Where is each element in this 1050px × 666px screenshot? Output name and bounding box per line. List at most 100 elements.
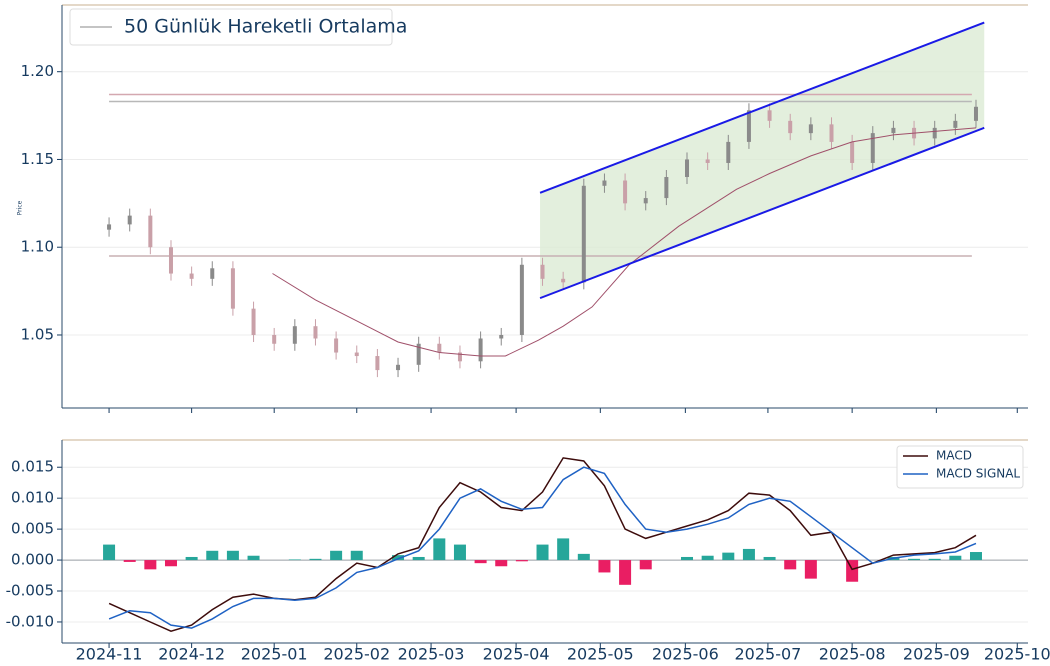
candle-body [230,268,235,309]
histogram-bar [453,544,466,561]
candle-body [561,278,566,283]
histogram-bar [412,556,425,561]
x-tick-label: 2025-07 [734,645,801,664]
candle-body [746,110,751,142]
candle-body [127,215,132,225]
candle-body [251,308,256,335]
histogram-bar [577,553,590,561]
y-tick-label: 0.000 [11,551,54,569]
histogram-bar [681,556,694,561]
histogram-bar [433,538,446,561]
candle-body [416,343,421,365]
y-tick-label: 1.20 [21,62,54,80]
histogram-bar [206,550,219,561]
candle-body [767,110,772,121]
y-tick-label: 0.010 [11,489,54,507]
y-tick-label: 1.05 [21,325,54,343]
candle-body [519,264,524,335]
histogram-bar [288,559,301,561]
candle-body [602,180,607,186]
candle-body [829,124,834,142]
x-tick-label: 2025-05 [567,645,634,664]
histogram-bar [164,560,177,567]
candle-body [643,198,648,204]
candle-body [354,352,359,357]
histogram-bar [928,558,941,561]
histogram-bar [908,558,921,561]
candle-body [148,215,153,248]
candle-body [664,177,669,199]
candle-body [334,338,339,353]
x-tick-label: 2025-08 [819,645,886,664]
candle-body [705,159,710,163]
candle-body [850,141,855,163]
histogram-bar [639,560,652,570]
histogram-bar [619,560,632,585]
candle-body [953,120,958,128]
histogram-bar [123,560,136,562]
candle-body [437,343,442,353]
y-tick-label: 0.015 [11,458,54,476]
histogram-bar [474,560,487,564]
histogram-bar [784,560,797,570]
candle-body [375,356,380,371]
channel-line [539,126,985,300]
y-tick-label: 0.005 [11,520,54,538]
candle-body [189,273,194,279]
candle-body [870,133,875,163]
histogram-bar [804,560,817,579]
candle-body [313,326,318,339]
legend-box [69,8,393,46]
candle-body [499,334,504,339]
candle-body [478,338,483,362]
histogram-bar [536,544,549,561]
macd-line [108,457,977,632]
y-axis-label: Price [17,200,24,215]
x-tick-label: 2025-06 [652,645,719,664]
y-tick-label: -0.005 [6,582,54,600]
histogram-bar [350,550,363,561]
legend-label: MACD SIGNAL [936,467,1020,481]
x-tick-label: 2025-09 [903,645,970,664]
histogram-bar [392,555,405,561]
y-tick-label: 1.10 [21,238,54,256]
histogram-bar [515,560,528,562]
histogram-bar [557,538,570,561]
candle-body [788,120,793,134]
histogram-bar [103,544,116,561]
candle-body [581,185,586,283]
x-tick-label: 2025-04 [483,645,550,664]
candle-body [973,106,978,121]
candle-body [685,159,690,178]
candle-body [932,127,937,139]
x-tick-label: 2025-02 [323,645,390,664]
candle-body [623,180,628,204]
channel-line [539,21,985,194]
y-tick-label: -0.010 [6,612,54,630]
candle-body [210,268,215,279]
histogram-bar [185,556,198,561]
candle-body [808,124,813,134]
histogram-bar [330,550,343,561]
candle-body [107,224,112,230]
candle-body [272,334,277,344]
histogram-bar [226,550,239,561]
legend-label: 50 Günlük Hareketli Ortalama [124,16,407,38]
histogram-bar [763,556,776,561]
x-tick-label: 2024-11 [76,645,143,664]
candle-body [726,141,731,163]
candle-body [396,364,401,371]
candle-body [457,352,462,362]
histogram-bar [495,560,508,567]
x-tick-label: 2025-01 [241,645,308,664]
x-tick-label: 2025-03 [398,645,465,664]
legend-label: MACD [936,449,972,463]
candle-body [891,127,896,134]
candle-body [540,264,545,279]
histogram-bar [722,552,735,561]
y-tick-label: 1.15 [21,150,54,168]
moving-average [272,127,977,357]
histogram-bar [144,560,157,570]
channel-fill [540,22,985,299]
candle-body [168,247,173,274]
